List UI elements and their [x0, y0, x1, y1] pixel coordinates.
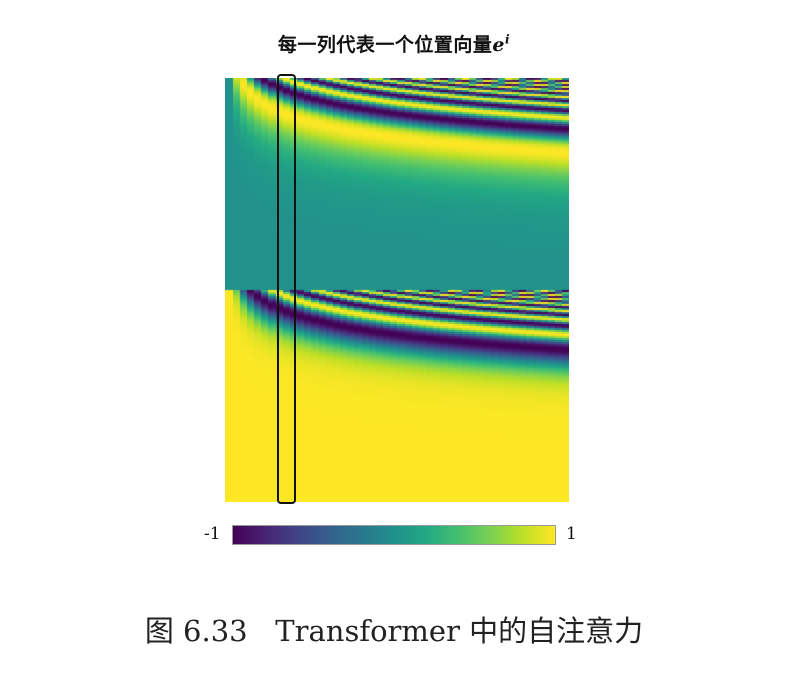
highlighted-column-box — [277, 74, 296, 504]
heatmap-canvas — [225, 78, 569, 502]
caption-text: Transformer 中的自注意力 — [275, 614, 644, 648]
figure-caption: 图 6.33 Transformer 中的自注意力 — [0, 608, 788, 650]
figure-title: 每一列代表一个位置向量ei — [0, 30, 788, 57]
title-variable: e — [492, 34, 506, 56]
title-superscript: i — [505, 32, 511, 47]
colorbar-max-label: 1 — [566, 524, 577, 544]
title-text: 每一列代表一个位置向量 — [277, 34, 493, 56]
caption-label: 图 6.33 — [144, 614, 248, 648]
positional-encoding-heatmap — [225, 78, 569, 502]
colorbar-min-label: -1 — [204, 524, 221, 544]
colorbar — [232, 525, 556, 545]
